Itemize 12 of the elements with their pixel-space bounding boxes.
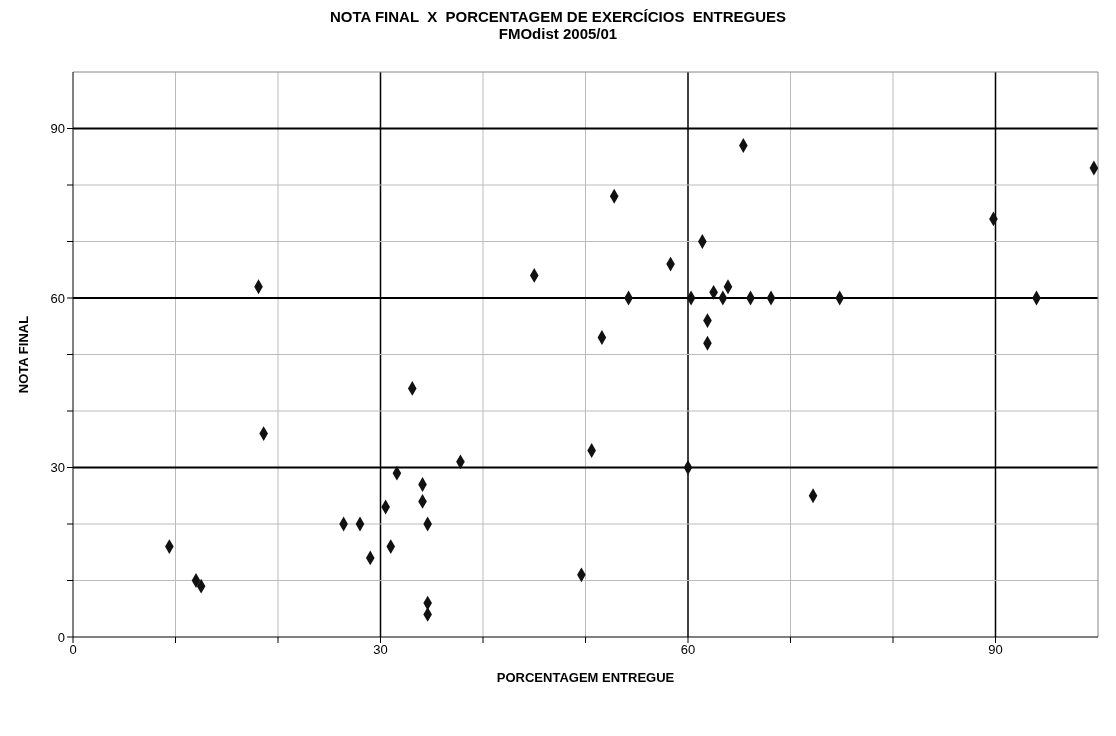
x-tick-label: 60 [680, 642, 696, 658]
x-axis-title: PORCENTAGEM ENTREGUE [496, 670, 675, 685]
y-tick-label: 30 [50, 460, 65, 476]
x-tick-label: 30 [373, 642, 388, 658]
chart-subtitle: FMOdist 2005/01 [497, 25, 619, 42]
y-axis-title: NOTA FINAL [15, 315, 31, 394]
y-tick-label: 0 [57, 629, 65, 645]
y-tick-label: 90 [50, 121, 65, 137]
y-tick-label: 60 [50, 290, 65, 306]
chart-title: NOTA FINAL X PORCENTAGEM DE EXERCÍCIOS ENTREGUES [328, 8, 788, 25]
x-tick-label: 0 [69, 642, 77, 658]
x-tick-label: 90 [988, 642, 1003, 658]
